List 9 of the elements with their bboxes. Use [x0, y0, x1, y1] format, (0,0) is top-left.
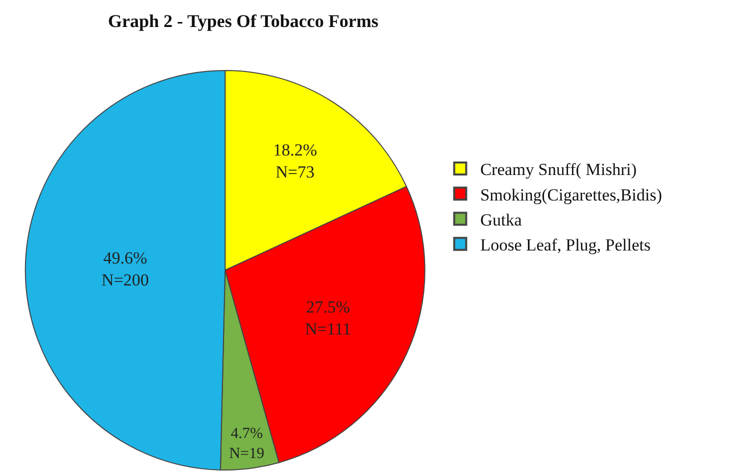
legend-label: Creamy Snuff( Mishri) — [480, 160, 637, 180]
data-label: 4.7% N=19 — [229, 424, 265, 462]
chart-title: Graph 2 - Types Of Tobacco Forms — [108, 10, 378, 31]
legend-label: Smoking(Cigarettes,Bidis) — [480, 185, 662, 204]
data-label: 27.5% N=111 — [305, 297, 352, 338]
data-label: 49.6% N=200 — [102, 248, 149, 290]
data-label: 18.2% N=73 — [273, 140, 318, 182]
legend-label: Gutka — [480, 210, 522, 230]
legend-label: Loose Leaf, Plug, Pellets — [480, 235, 651, 254]
